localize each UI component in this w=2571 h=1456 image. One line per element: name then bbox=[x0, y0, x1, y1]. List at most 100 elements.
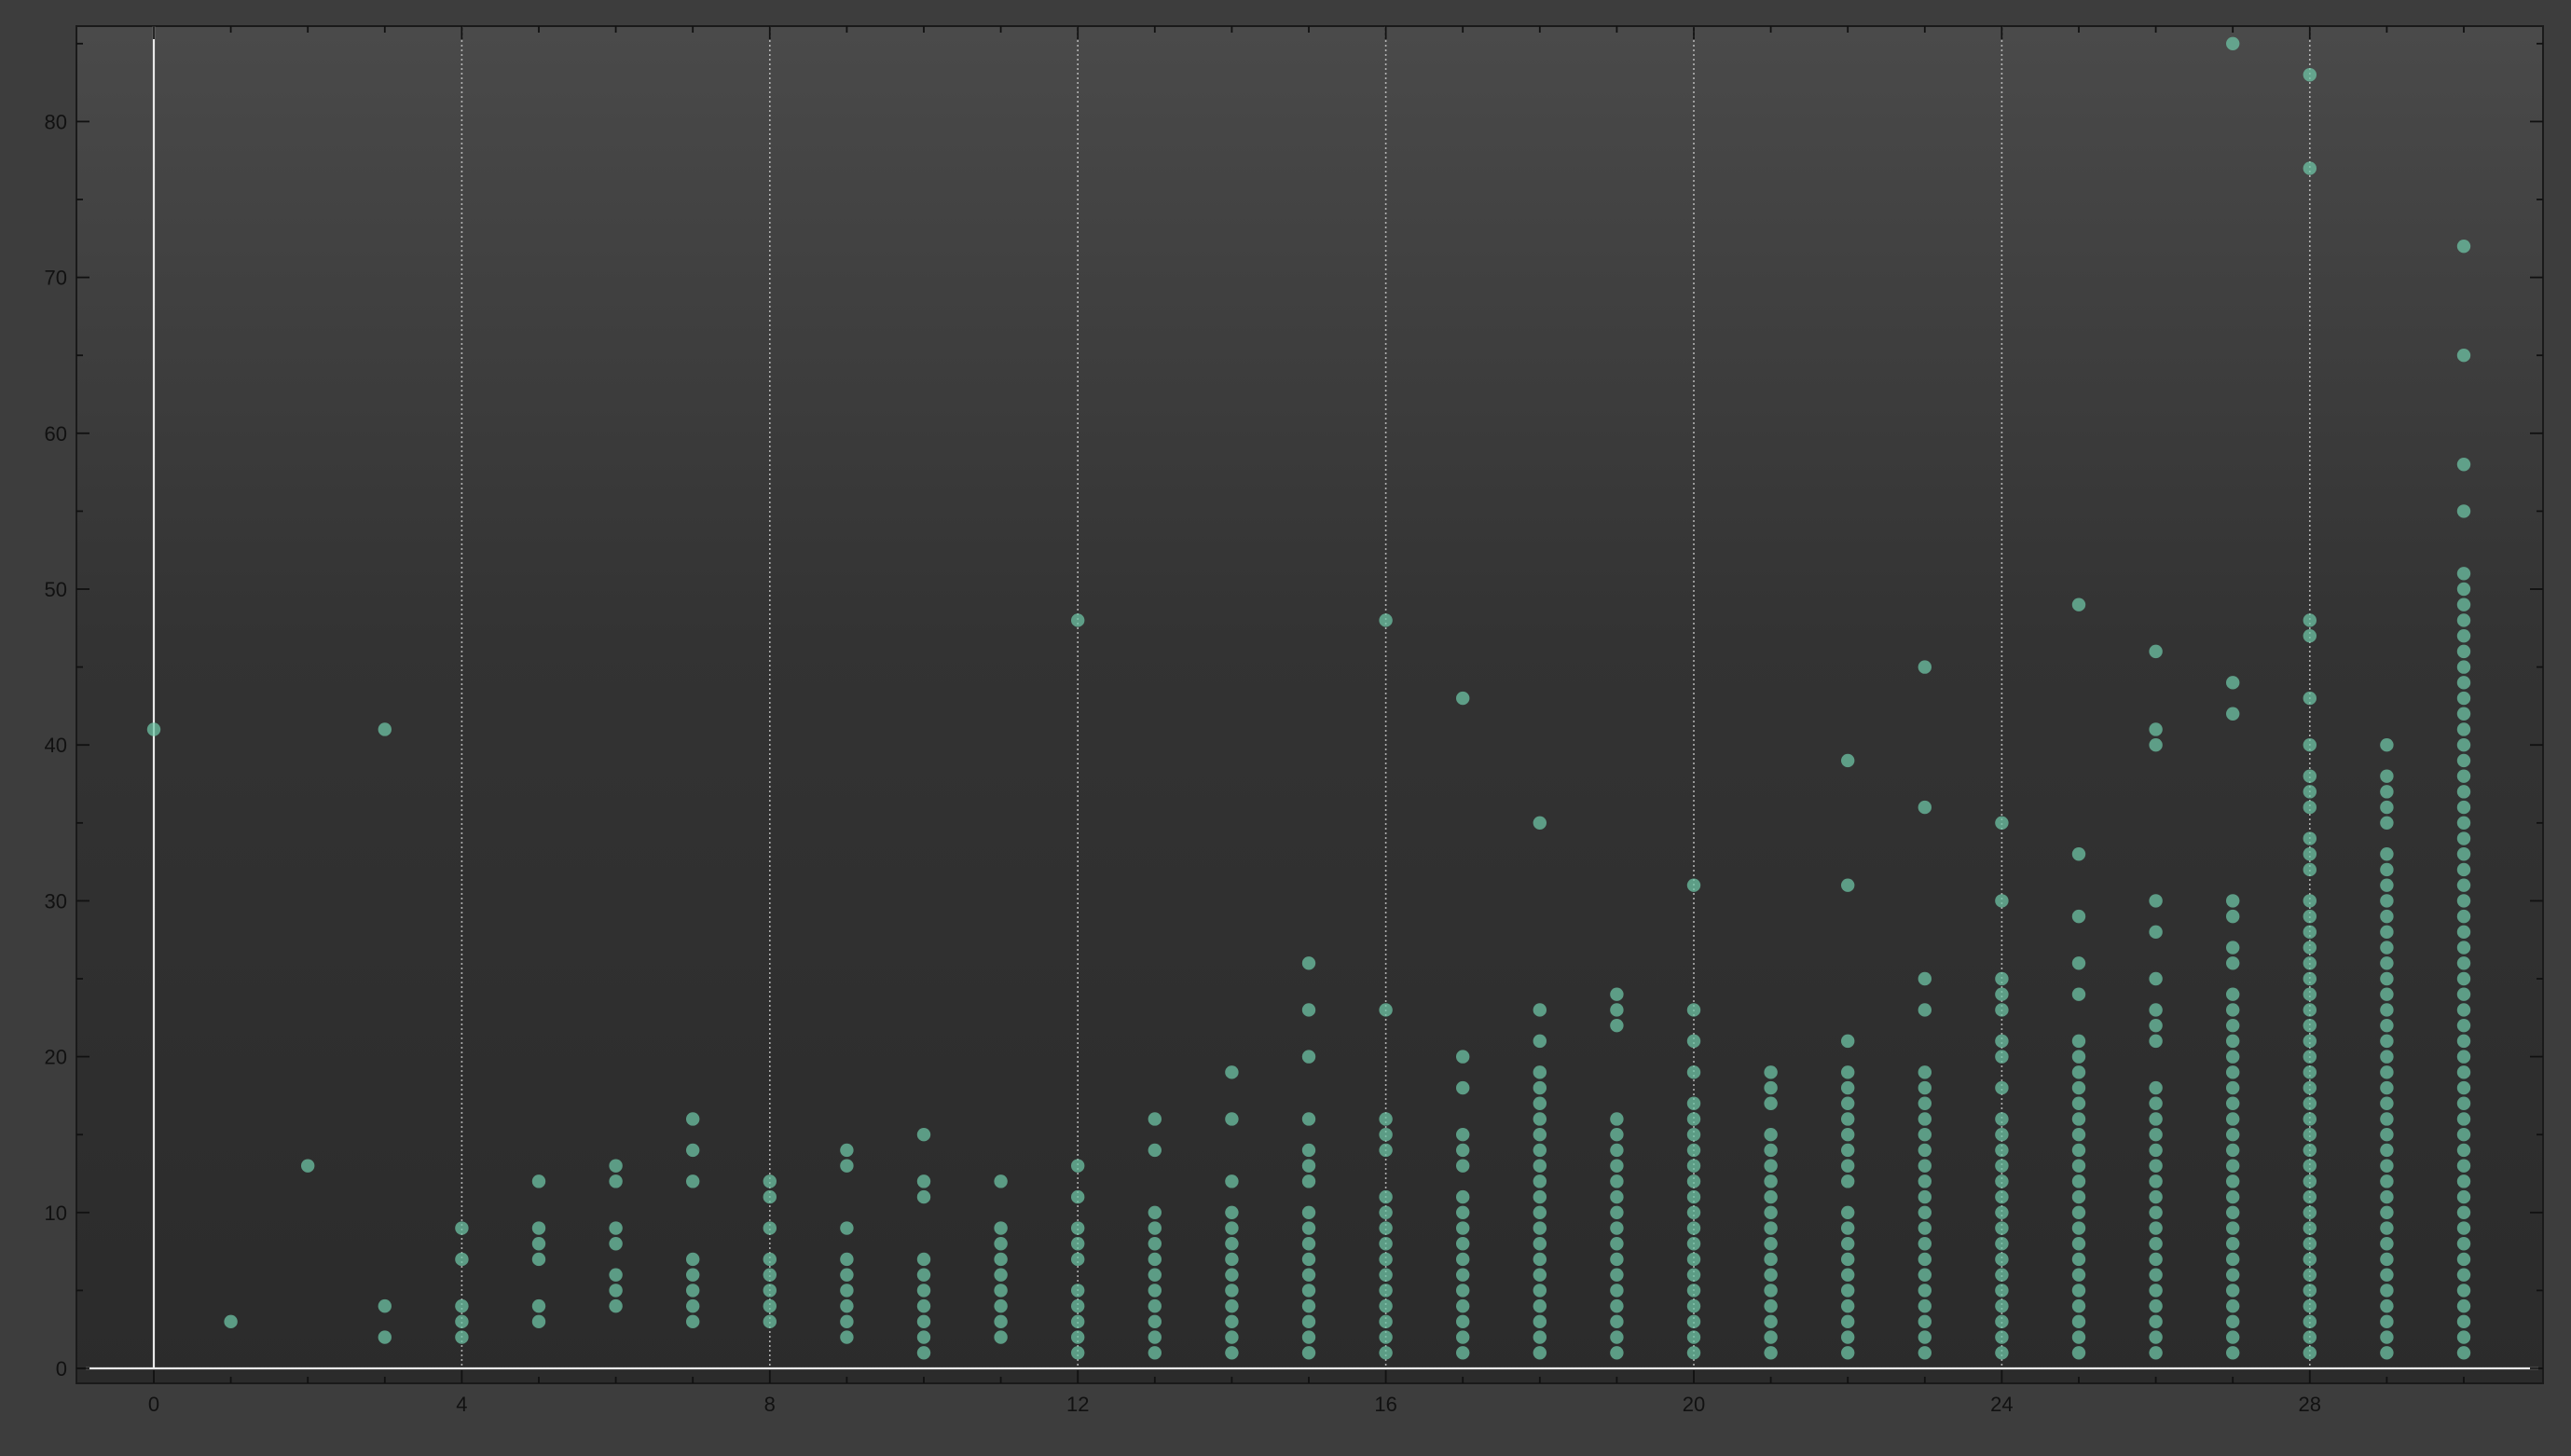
data-point bbox=[994, 1330, 1008, 1344]
data-point bbox=[2303, 925, 2317, 940]
data-point bbox=[2303, 1096, 2317, 1110]
data-point bbox=[2456, 909, 2471, 924]
data-point bbox=[2380, 785, 2394, 799]
data-point bbox=[2149, 1112, 2163, 1126]
data-point bbox=[1379, 1268, 1393, 1282]
data-point bbox=[2226, 1050, 2240, 1064]
data-point bbox=[1456, 1237, 1470, 1251]
x-tick-label: 16 bbox=[1374, 1393, 1396, 1416]
x-tick-label: 12 bbox=[1066, 1393, 1089, 1416]
data-point bbox=[2456, 1205, 2471, 1220]
data-point bbox=[2380, 1284, 2394, 1298]
data-point bbox=[2380, 862, 2394, 877]
data-point bbox=[1764, 1128, 1778, 1142]
data-point bbox=[2380, 1034, 2394, 1049]
data-point bbox=[1301, 1221, 1316, 1235]
data-point bbox=[2456, 660, 2471, 674]
data-point bbox=[2071, 1330, 2086, 1344]
data-point bbox=[1918, 1174, 1932, 1188]
data-point bbox=[2456, 349, 2471, 363]
data-point bbox=[2456, 1189, 2471, 1204]
data-point bbox=[1379, 1237, 1393, 1251]
data-point bbox=[1686, 1189, 1701, 1204]
data-point bbox=[1918, 1268, 1932, 1282]
data-point bbox=[1533, 1003, 1547, 1017]
data-point bbox=[2303, 1128, 2317, 1142]
data-point bbox=[2380, 738, 2394, 752]
data-point bbox=[1764, 1174, 1778, 1188]
data-point bbox=[2380, 987, 2394, 1001]
data-point bbox=[2456, 1065, 2471, 1079]
data-point bbox=[2071, 1174, 2086, 1188]
data-point bbox=[1841, 1112, 1855, 1126]
data-point bbox=[1686, 1205, 1701, 1220]
data-point bbox=[1995, 1143, 2009, 1158]
data-point bbox=[1533, 1314, 1547, 1329]
data-point bbox=[1533, 1205, 1547, 1220]
data-point bbox=[1841, 1330, 1855, 1344]
data-point bbox=[1533, 1252, 1547, 1267]
data-point bbox=[1841, 1252, 1855, 1267]
data-point bbox=[840, 1252, 854, 1267]
data-point bbox=[1379, 1298, 1393, 1313]
data-point bbox=[1456, 1189, 1470, 1204]
data-point bbox=[1225, 1174, 1239, 1188]
data-point bbox=[1148, 1298, 1162, 1313]
data-point bbox=[1456, 1221, 1470, 1235]
data-point bbox=[1764, 1298, 1778, 1313]
data-point bbox=[1610, 1268, 1624, 1282]
data-points bbox=[146, 36, 2471, 1360]
data-point bbox=[1918, 1143, 1932, 1158]
data-point bbox=[1995, 1252, 2009, 1267]
data-point bbox=[1764, 1065, 1778, 1079]
data-point bbox=[2456, 707, 2471, 721]
data-point bbox=[1301, 1205, 1316, 1220]
data-point bbox=[1379, 1189, 1393, 1204]
data-point bbox=[1071, 1284, 1085, 1298]
data-point bbox=[1764, 1189, 1778, 1204]
data-point bbox=[2456, 956, 2471, 970]
data-point bbox=[686, 1268, 700, 1282]
data-point bbox=[1841, 1284, 1855, 1298]
y-tick-label: 30 bbox=[45, 889, 67, 913]
data-point bbox=[2456, 1346, 2471, 1360]
data-point bbox=[1918, 1221, 1932, 1235]
data-point bbox=[2071, 1050, 2086, 1064]
data-point bbox=[1148, 1252, 1162, 1267]
data-point bbox=[1686, 1221, 1701, 1235]
data-point bbox=[1301, 1112, 1316, 1126]
data-point bbox=[2303, 847, 2317, 861]
data-point bbox=[1841, 1298, 1855, 1313]
data-point bbox=[1610, 1346, 1624, 1360]
data-point bbox=[1918, 1284, 1932, 1298]
data-point bbox=[2149, 1205, 2163, 1220]
data-point bbox=[2456, 816, 2471, 830]
data-point bbox=[1533, 1298, 1547, 1313]
data-point bbox=[2456, 831, 2471, 845]
data-point bbox=[1610, 1159, 1624, 1173]
data-point bbox=[2226, 1298, 2240, 1313]
data-point bbox=[1533, 1096, 1547, 1110]
y-tick-label: 20 bbox=[45, 1046, 67, 1069]
data-point bbox=[1071, 1298, 1085, 1313]
data-point bbox=[1456, 1159, 1470, 1173]
data-point bbox=[301, 1159, 315, 1173]
data-point bbox=[2226, 1003, 2240, 1017]
data-point bbox=[1686, 1314, 1701, 1329]
data-point bbox=[916, 1284, 931, 1298]
data-point bbox=[2149, 1330, 2163, 1344]
data-point bbox=[763, 1284, 777, 1298]
data-point bbox=[2071, 1314, 2086, 1329]
data-point bbox=[2071, 1268, 2086, 1282]
data-point bbox=[2149, 1268, 2163, 1282]
data-point bbox=[2380, 847, 2394, 861]
data-point bbox=[2071, 1065, 2086, 1079]
data-point bbox=[2149, 1018, 2163, 1033]
data-point bbox=[1301, 1268, 1316, 1282]
data-point bbox=[1686, 1096, 1701, 1110]
data-point bbox=[2303, 1174, 2317, 1188]
data-point bbox=[1918, 1096, 1932, 1110]
data-point bbox=[2380, 800, 2394, 815]
data-point bbox=[2071, 598, 2086, 611]
data-point bbox=[1995, 1346, 2009, 1360]
